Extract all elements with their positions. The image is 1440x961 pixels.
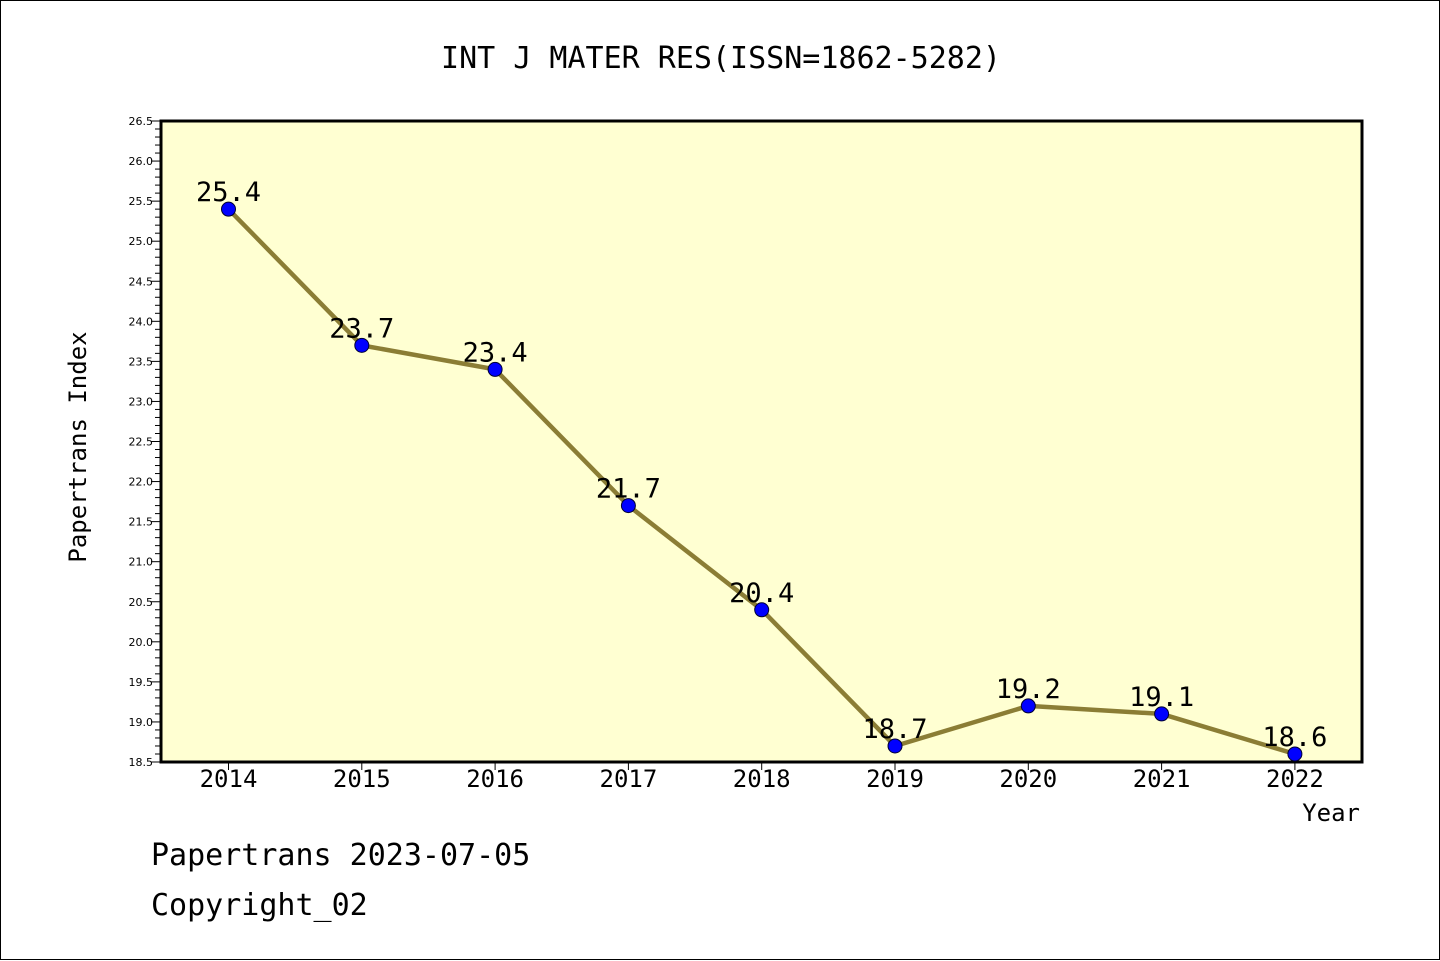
- x-tick-label: 2021: [1133, 765, 1191, 793]
- data-label: 18.7: [862, 714, 927, 745]
- x-axis-label: Year: [1302, 799, 1360, 827]
- y-tick-label: 21.5: [129, 516, 154, 529]
- y-tick-label: 23.0: [129, 395, 154, 408]
- x-tick-label: 2015: [333, 765, 391, 793]
- data-label: 19.1: [1129, 682, 1194, 713]
- data-point: [887, 738, 903, 754]
- y-tick-label: 20.0: [129, 636, 154, 649]
- data-point: [487, 361, 503, 377]
- footer-watermark: Papertrans 2023-07-05: [151, 838, 530, 873]
- chart-title: INT J MATER RES(ISSN=1862-5282): [441, 41, 1001, 76]
- y-tick-label: 19.0: [129, 716, 154, 729]
- data-point: [221, 201, 236, 217]
- x-tick-label: 2022: [1266, 765, 1324, 793]
- y-tick-label: 25.0: [129, 235, 154, 248]
- data-label: 19.2: [996, 674, 1061, 705]
- y-tick-label: 23.5: [129, 355, 154, 368]
- x-tick-label: 2019: [866, 765, 924, 793]
- y-tick-label: 21.0: [129, 556, 154, 569]
- y-tick-label: 22.0: [129, 476, 154, 489]
- y-tick-label: 24.0: [129, 315, 154, 328]
- y-tick-label: 18.5: [129, 756, 154, 769]
- y-tick-label: 20.5: [129, 596, 154, 609]
- data-label: 23.4: [463, 337, 528, 368]
- data-point: [754, 602, 770, 618]
- data-label: 25.4: [196, 177, 261, 208]
- y-minor-ticks: [155, 128, 161, 755]
- y-tick-label: 24.5: [129, 275, 154, 288]
- data-point: [354, 337, 370, 353]
- footer-copyright: Copyright_02: [151, 888, 368, 923]
- y-tick-label: 25.5: [129, 195, 154, 208]
- x-tick-label: 2014: [200, 765, 258, 793]
- data-point: [1287, 746, 1303, 762]
- x-tick-label: 2016: [466, 765, 524, 793]
- y-axis-label: Papertrans Index: [64, 331, 92, 562]
- y-tick-label: 26.0: [129, 155, 154, 168]
- x-tick-label: 2018: [733, 765, 791, 793]
- data-point: [620, 498, 636, 514]
- data-label: 18.6: [1262, 722, 1327, 753]
- data-label: 23.7: [329, 313, 394, 344]
- data-label: 20.4: [729, 578, 794, 609]
- y-major-ticks: 18.5 19.0 19.5 20.0 20.5 21.0 21.5 22.0 22.5 23.0…: [129, 115, 161, 769]
- data-point: [1020, 698, 1036, 714]
- y-tick-label: 22.5: [129, 436, 154, 449]
- series-points: [221, 201, 1303, 762]
- data-label: 21.7: [596, 474, 661, 505]
- x-ticks: 2014 2015 2016 2017 2018 2019 2020 2021 2022: [200, 762, 1324, 793]
- y-tick-label: 19.5: [129, 676, 154, 689]
- x-tick-label: 2017: [600, 765, 658, 793]
- y-tick-label: 26.5: [129, 115, 154, 128]
- data-labels: 25.4 23.7 23.4 21.7 20.4 18.7 19.2 19.1 18.6: [196, 177, 1327, 753]
- data-point: [1154, 706, 1170, 722]
- plot-area: [159, 119, 1364, 764]
- x-tick-label: 2020: [999, 765, 1057, 793]
